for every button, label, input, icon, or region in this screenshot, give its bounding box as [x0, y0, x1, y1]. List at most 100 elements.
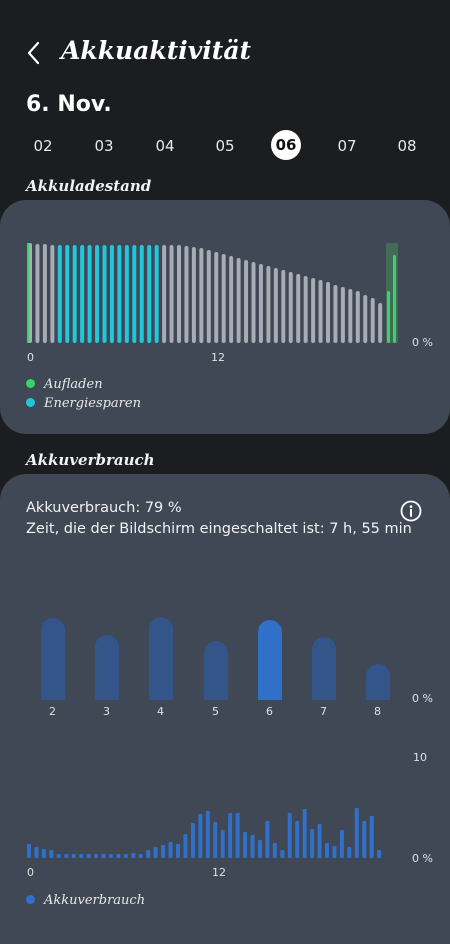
hourly-usage-chart: [27, 808, 382, 858]
battery-level-title: Akkuladestand: [26, 177, 152, 195]
info-icon: [400, 500, 422, 522]
hourly-bar: [34, 847, 39, 858]
date-heading: 6. Nov.: [26, 92, 112, 117]
battery-bar: [109, 245, 114, 343]
info-button[interactable]: [400, 500, 422, 522]
weekly-x-label: 7: [320, 705, 327, 718]
battery-bar: [229, 256, 234, 343]
hourly-bar: [250, 835, 255, 858]
battery-bar: [214, 252, 219, 343]
weekly-bar[interactable]: [366, 664, 390, 700]
battery-bar: [378, 303, 383, 343]
weekly-bar[interactable]: [258, 620, 282, 700]
day-03[interactable]: 03: [94, 137, 114, 155]
battery-bar: [281, 270, 286, 343]
weekly-x-label: 6: [266, 705, 273, 718]
battery-bar: [363, 295, 368, 343]
battery-bar: [87, 245, 92, 343]
battery-bar: [169, 245, 174, 343]
hourly-bar: [176, 844, 180, 858]
battery-bar: [50, 245, 55, 343]
day-05[interactable]: 05: [215, 137, 235, 155]
hourly-bar: [27, 844, 31, 858]
battery-bar: [65, 245, 70, 343]
hourly-bar: [168, 842, 173, 858]
battery-bar: [303, 276, 308, 343]
hourly-bar: [235, 813, 240, 858]
day-07[interactable]: 07: [337, 137, 357, 155]
battery-bar: [221, 254, 226, 343]
battery-x-label-12: 12: [211, 351, 225, 364]
battery-bar: [72, 245, 77, 343]
battery-y-label: 0 %: [412, 336, 433, 349]
weekly-bar[interactable]: [204, 641, 228, 700]
hourly-bar: [220, 830, 225, 858]
legend-power-saving-label: Energiesparen: [44, 396, 141, 411]
hourly-bar: [86, 854, 91, 858]
charging-bar: [393, 255, 396, 343]
battery-bar: [244, 260, 249, 343]
hourly-bar: [339, 830, 344, 858]
hourly-bar: [280, 850, 285, 858]
hourly-bar: [317, 824, 322, 858]
hourly-bar: [94, 854, 99, 858]
battery-bar: [95, 245, 100, 343]
weekly-x-label: 4: [157, 705, 164, 718]
day-08[interactable]: 08: [397, 137, 417, 155]
battery-bar: [35, 244, 40, 343]
hourly-bar: [213, 822, 218, 858]
screen-time-text: Zeit, die der Bildschirm eingeschaltet i…: [26, 521, 412, 537]
weekly-bar[interactable]: [41, 618, 65, 700]
weekly-bar[interactable]: [95, 635, 119, 700]
legend-charging-label: Aufladen: [44, 377, 103, 392]
battery-bar: [132, 245, 137, 343]
battery-bar: [236, 258, 241, 343]
hourly-bar: [325, 843, 329, 858]
battery-level-card: 0 12 0 % Aufladen Energiesparen: [0, 200, 450, 434]
battery-bar: [288, 272, 293, 343]
battery-bar: [154, 245, 159, 343]
hourly-bar: [332, 846, 337, 858]
battery-bar: [318, 280, 323, 343]
battery-bar: [348, 289, 353, 343]
day-02[interactable]: 02: [33, 137, 53, 155]
weekly-x-label: 5: [212, 705, 219, 718]
hourly-bar: [64, 854, 69, 858]
hourly-bar: [257, 840, 262, 858]
hourly-bar: [198, 814, 203, 858]
battery-bar: [251, 262, 256, 343]
hourly-bar: [190, 823, 195, 858]
battery-bar: [326, 282, 330, 343]
usage-card: [0, 474, 450, 944]
hourly-bar: [49, 850, 54, 858]
day-06[interactable]: 06: [271, 130, 301, 160]
weekly-x-label: 2: [49, 705, 56, 718]
battery-bar: [266, 266, 271, 343]
battery-bar: [311, 278, 316, 343]
battery-bar: [206, 250, 211, 343]
hourly-bar: [347, 847, 352, 858]
hourly-bar: [116, 854, 121, 858]
hourly-x-label-12: 12: [212, 866, 226, 879]
battery-bar: [340, 287, 345, 343]
legend-usage-dot: [26, 895, 35, 904]
battery-bar: [199, 248, 204, 343]
back-button[interactable]: [22, 36, 48, 70]
battery-bar: [139, 245, 144, 343]
battery-bar: [147, 245, 152, 343]
day-04[interactable]: 04: [155, 137, 175, 155]
hourly-bar: [108, 854, 113, 858]
battery-bar: [42, 244, 47, 343]
weekly-bar[interactable]: [149, 617, 173, 700]
hourly-bar: [138, 854, 143, 858]
hourly-bar: [272, 843, 277, 858]
battery-bar: [80, 245, 85, 343]
page-title: Akkuaktivität: [61, 36, 252, 65]
hourly-bar: [369, 816, 374, 858]
hourly-bar: [41, 849, 46, 858]
weekly-bar[interactable]: [312, 637, 336, 700]
legend-power-saving-dot: [26, 398, 35, 407]
legend-charging: Aufladen: [26, 377, 103, 392]
hourly-bar: [377, 850, 382, 858]
usage-title: Akkuverbrauch: [26, 451, 155, 469]
